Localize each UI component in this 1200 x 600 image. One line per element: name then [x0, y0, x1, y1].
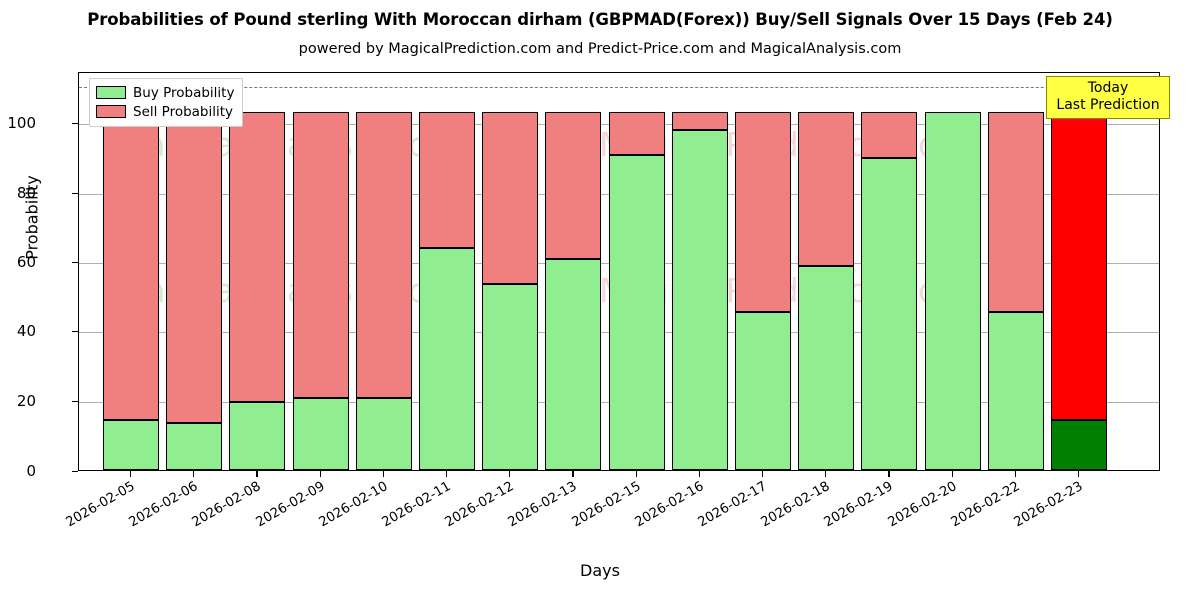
x-tickmark [951, 471, 953, 477]
chart-legend: Buy Probability Sell Probability [89, 78, 244, 127]
y-tick-20: 20 [16, 392, 36, 410]
bar-column[interactable] [861, 111, 918, 470]
bar-column[interactable] [735, 111, 791, 470]
x-tickmark [382, 471, 385, 477]
y-tick-40: 40 [16, 322, 36, 340]
legend-label-sell: Sell Probability [133, 103, 234, 120]
x-tickmark [446, 471, 448, 477]
x-tickmark [193, 471, 195, 477]
bar-segment-sell[interactable] [608, 111, 665, 155]
x-tickmark [888, 471, 890, 477]
bar-segment-buy[interactable] [735, 312, 791, 470]
legend-swatch-sell-icon [96, 105, 126, 118]
x-tickmark [635, 471, 637, 477]
today-annotation: Today Last Prediction [1046, 76, 1170, 119]
plot-area: MagicalAnalysis.com MagicalPrediction.co… [78, 72, 1160, 471]
bar-segment-sell[interactable] [987, 111, 1044, 313]
bar-segment-sell[interactable] [229, 111, 286, 402]
bar-column[interactable] [355, 111, 412, 470]
x-tickmark [698, 471, 701, 477]
bar-segment-sell[interactable] [355, 111, 412, 399]
x-tickmark [825, 471, 827, 477]
x-tickmark [1078, 471, 1080, 477]
y-tickmark-60 [72, 262, 78, 264]
bar-segment-buy[interactable] [482, 283, 539, 470]
bar-segment-buy[interactable] [419, 247, 475, 470]
x-tickmark [509, 471, 511, 477]
bar-segment-buy[interactable] [1051, 419, 1107, 470]
x-tickmark [572, 471, 574, 477]
bar-segment-sell[interactable] [482, 111, 539, 284]
y-tickmark-0 [72, 471, 78, 473]
x-tickmark [1014, 471, 1017, 477]
y-tick-60: 60 [16, 253, 36, 271]
x-tickmark [762, 471, 764, 477]
bar-segment-buy[interactable] [924, 111, 981, 470]
bar-column[interactable] [292, 111, 349, 470]
bar-segment-buy[interactable] [355, 398, 412, 470]
bar-column[interactable] [482, 111, 539, 470]
bar-column[interactable] [608, 111, 665, 470]
bar-segment-buy[interactable] [671, 129, 728, 470]
bar-segment-sell[interactable] [671, 111, 728, 130]
y-tick-80: 80 [16, 184, 36, 202]
bar-segment-buy[interactable] [166, 423, 223, 470]
bar-segment-buy[interactable] [798, 265, 855, 470]
bar-column[interactable] [419, 111, 475, 470]
y-tickmark-100 [72, 123, 78, 125]
x-tickmark [130, 471, 132, 477]
bar-column[interactable] [671, 111, 728, 470]
y-tickmark-20 [72, 401, 78, 403]
bar-segment-sell[interactable] [1051, 111, 1107, 420]
bar-segment-buy[interactable] [545, 258, 602, 470]
legend-item-buy: Buy Probability [96, 83, 234, 102]
bar-segment-sell[interactable] [735, 111, 791, 313]
bar-segment-sell[interactable] [545, 111, 602, 259]
x-tickmark [319, 471, 321, 477]
bar-segment-sell[interactable] [798, 111, 855, 266]
x-axis-label: Days [580, 561, 620, 580]
bar-column[interactable] [166, 111, 223, 470]
today-annotation-line1: Today [1087, 80, 1129, 96]
bar-segment-buy[interactable] [103, 419, 159, 470]
gridline-top-dashed [79, 87, 1159, 88]
bar-column[interactable] [924, 111, 981, 470]
bar-segment-buy[interactable] [229, 401, 286, 470]
bar-segment-buy[interactable] [987, 312, 1044, 470]
bar-segment-sell[interactable] [103, 111, 159, 420]
chart-subtitle: powered by MagicalPrediction.com and Pre… [298, 41, 902, 57]
bar-segment-sell[interactable] [419, 111, 475, 248]
bar-segment-sell[interactable] [292, 111, 349, 399]
y-tick-0: 0 [26, 462, 36, 480]
legend-item-sell: Sell Probability [96, 102, 234, 121]
bar-column[interactable] [1051, 111, 1107, 470]
bar-segment-sell[interactable] [861, 111, 918, 159]
bar-segment-sell[interactable] [166, 111, 223, 424]
bar-segment-buy[interactable] [608, 154, 665, 470]
page-title: Probabilities of Pound sterling With Mor… [87, 10, 1113, 29]
y-tickmark-80 [72, 193, 78, 195]
bar-column[interactable] [229, 111, 286, 470]
bar-column[interactable] [545, 111, 602, 470]
legend-swatch-buy-icon [96, 86, 126, 99]
bar-column[interactable] [987, 111, 1044, 470]
y-tickmark-40 [72, 331, 78, 333]
bar-series [79, 73, 1159, 470]
y-tick-100: 100 [7, 114, 36, 132]
bar-column[interactable] [103, 111, 159, 470]
bar-segment-buy[interactable] [292, 398, 349, 470]
legend-label-buy: Buy Probability [133, 84, 235, 101]
x-tickmark [256, 471, 258, 477]
bar-column[interactable] [798, 111, 855, 470]
today-annotation-line2: Last Prediction [1056, 97, 1160, 113]
bar-segment-buy[interactable] [861, 158, 918, 470]
y-axis-label: Probability [22, 175, 42, 260]
